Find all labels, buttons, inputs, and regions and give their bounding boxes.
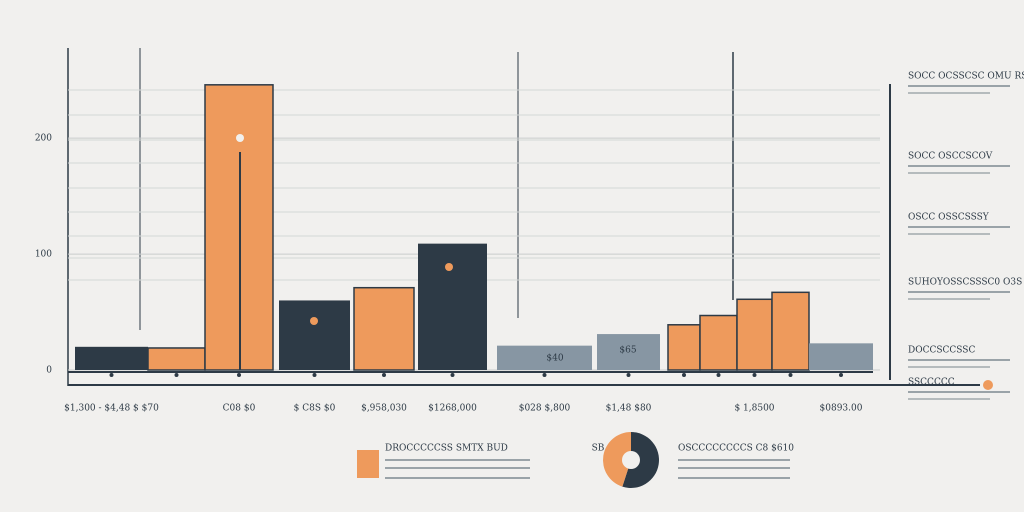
bar <box>736 298 773 371</box>
x-tick-label: $028 $,800 <box>519 404 571 414</box>
axis-end-dot <box>983 380 993 390</box>
x-tick-label: $1268,000 <box>428 404 477 414</box>
pie-hole <box>622 451 640 469</box>
legend-note: SOCC OSCCSCOV <box>908 152 993 162</box>
legend-note: DOCCSCCSSC <box>908 346 975 356</box>
y-tick-label: 100 <box>35 250 52 260</box>
legend-note: SUHOYOSSCSSSC0 O3S <box>908 278 1022 288</box>
marker <box>236 134 244 142</box>
tick-dot <box>752 373 757 377</box>
tick-dot <box>542 373 547 377</box>
x-tick-label: C08 $0 <box>223 404 256 414</box>
pie-label: OSCCCCCCCCS C8 $610 <box>678 444 794 454</box>
tick-dot <box>312 373 317 377</box>
tick-dot <box>716 373 721 377</box>
bar <box>147 347 206 371</box>
bar <box>418 243 487 370</box>
marker <box>445 263 453 271</box>
bar <box>497 345 592 370</box>
x-tick-label: $,958,030 <box>361 404 407 414</box>
tick-dot <box>237 373 241 377</box>
tick-dot <box>174 373 179 377</box>
tick-dot <box>788 373 793 377</box>
x-tick-label: $1,300 - $4,48 $ $70 <box>64 404 159 414</box>
bar <box>353 286 415 371</box>
bar-annotation: $65 <box>619 346 636 356</box>
tick-dot <box>839 373 843 377</box>
tick-dot <box>626 373 631 377</box>
y-tick-label: 0 <box>46 366 52 376</box>
pie-label: SB <box>592 444 605 454</box>
x-tick-label: $0893.00 <box>820 404 863 414</box>
bar-annotation: $40 <box>546 354 563 364</box>
tick-dot <box>682 373 686 377</box>
legend-note: OSCC OSSCSSSY <box>908 213 990 223</box>
tick-dot <box>450 373 455 377</box>
legend-swatch <box>357 450 379 478</box>
bar <box>809 343 873 370</box>
bar <box>771 291 810 371</box>
bar <box>75 346 148 370</box>
x-tick-label: $1,48 $80 <box>606 404 652 414</box>
legend-note: SSCCCCC <box>908 378 955 388</box>
tick-dot <box>109 373 114 377</box>
y-tick-label: 200 <box>35 134 52 144</box>
pie-slice <box>622 432 659 488</box>
marker <box>310 317 318 325</box>
legend-note: SOCC OCSSCSC OMU RS <box>908 72 1024 82</box>
tick-dot <box>382 373 386 377</box>
bar <box>699 314 738 371</box>
x-tick-label: $ 1,8500 <box>734 404 774 414</box>
bar <box>667 324 701 371</box>
legend-label: DROCCCCCSS SMTX BUD <box>385 444 508 454</box>
bar <box>597 334 660 370</box>
pie-slice <box>602 432 631 487</box>
x-tick-label: $ C8S $0 <box>294 404 336 414</box>
